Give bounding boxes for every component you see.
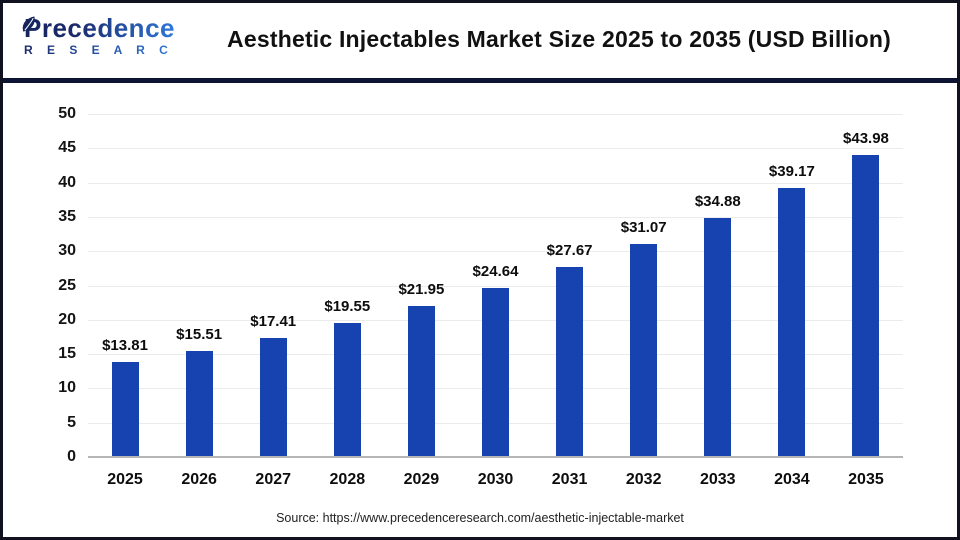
x-axis-label: 2030 <box>477 471 514 488</box>
logo: Precedence R E S E A R C H <box>22 13 197 57</box>
page-title: Aesthetic Injectables Market Size 2025 t… <box>227 25 891 52</box>
y-axis-label: 35 <box>58 207 76 225</box>
bar <box>111 362 139 457</box>
x-axis-label: 2026 <box>181 471 217 488</box>
grid-line <box>88 285 903 287</box>
bar-value-label: $39.17 <box>768 163 815 181</box>
logo-subtitle: R E S E A R C H <box>24 43 197 57</box>
bar-chart: 0 5 10 15 20 25 30 35 40 45 50 $13.81 $15.51 $17.41 $… <box>58 105 903 488</box>
bar-value-label: $19.55 <box>324 297 371 315</box>
bar <box>185 350 213 457</box>
bar <box>333 322 361 457</box>
bar-value-label: $21.95 <box>398 281 445 299</box>
y-axis-label: 0 <box>67 448 76 465</box>
x-axis-baseline <box>88 456 903 458</box>
y-axis-label: 15 <box>58 345 76 363</box>
x-axis-label: 2033 <box>699 471 736 488</box>
bar <box>778 188 806 457</box>
bar-value-label: $43.98 <box>843 130 889 148</box>
bar <box>704 217 732 457</box>
bar <box>852 155 880 457</box>
y-axis-label: 20 <box>58 310 76 328</box>
y-axis-label: 50 <box>58 105 76 122</box>
x-axis-label: 2032 <box>625 471 662 488</box>
title-area: Aesthetic Injectables Market Size 2025 t… <box>172 0 946 78</box>
bar-value-label: $13.81 <box>102 337 148 355</box>
bar <box>556 267 584 457</box>
bar <box>407 306 435 457</box>
grid-line <box>88 216 903 218</box>
bar-value-label: $17.41 <box>250 312 297 330</box>
logo-wordmark: Precedence <box>22 13 175 43</box>
x-axis-label: 2029 <box>403 471 440 488</box>
bar <box>630 243 658 457</box>
y-axis-label: 25 <box>58 276 76 294</box>
grid-line <box>88 182 903 184</box>
x-axis-label: 2034 <box>774 471 810 488</box>
header-divider <box>0 78 960 83</box>
leaf-icon <box>18 7 39 38</box>
bar-value-label: $24.64 <box>472 262 519 280</box>
y-axis-label: 45 <box>58 139 76 157</box>
header: Precedence R E S E A R C H Aesthetic Inj… <box>0 0 960 78</box>
grid-line <box>88 114 903 115</box>
x-axis-label: 2031 <box>551 471 588 488</box>
y-axis-label: 30 <box>58 242 76 260</box>
y-axis-label: 40 <box>58 173 76 191</box>
source-text: Source: https://www.precedenceresearch.c… <box>276 511 684 525</box>
grid-line <box>88 148 903 150</box>
bar <box>259 337 287 457</box>
logo-name-text: Precedence <box>24 13 175 43</box>
y-axis-label: 5 <box>67 413 76 431</box>
bar-value-label: $31.07 <box>620 218 667 236</box>
bar <box>482 287 509 457</box>
bar-value-label: $34.88 <box>694 192 741 210</box>
grid-line <box>88 251 903 253</box>
y-axis-label: 10 <box>58 379 76 397</box>
x-axis-label: 2025 <box>107 471 143 488</box>
x-axis-label: 2027 <box>255 471 292 488</box>
x-axis-label: 2035 <box>848 471 884 488</box>
bar-value-label: $15.51 <box>176 325 223 343</box>
x-axis-label: 2028 <box>329 471 366 488</box>
bar-value-label: $27.67 <box>546 242 593 260</box>
